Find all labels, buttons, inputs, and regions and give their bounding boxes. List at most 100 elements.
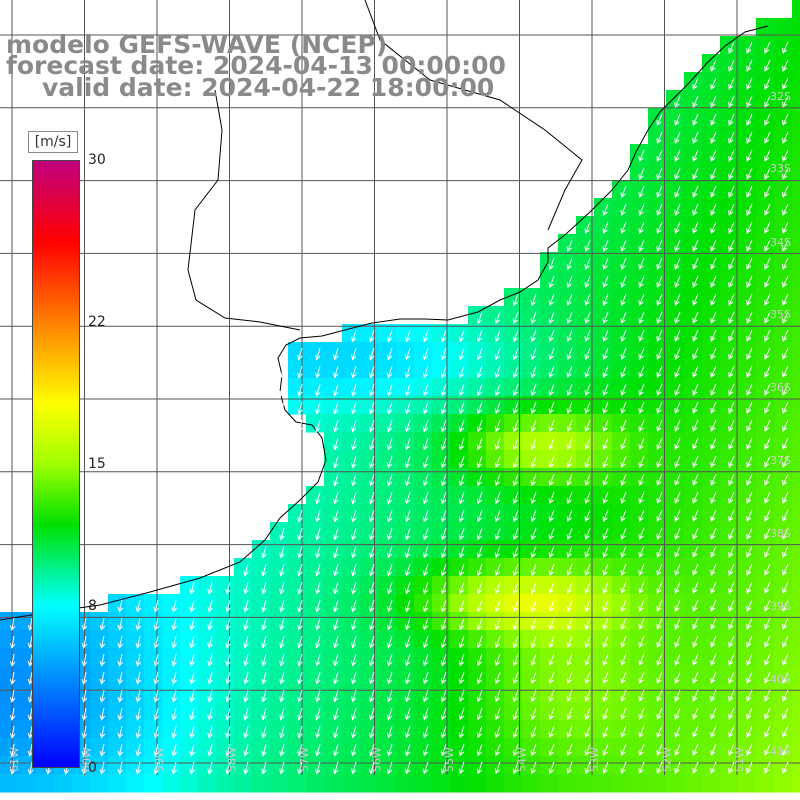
wind-arrow — [494, 761, 501, 775]
wind-arrow — [494, 401, 501, 415]
wind-speed-cell — [702, 576, 721, 595]
wind-arrow — [458, 761, 465, 775]
longitude-label: 53W — [588, 747, 601, 772]
wind-arrow — [602, 275, 609, 289]
wind-speed-cell — [576, 558, 595, 577]
wind-speed-cell — [594, 414, 613, 433]
wind-speed-cell — [288, 648, 307, 667]
latitude-label: 40S — [770, 673, 791, 686]
wind-speed-cell — [90, 720, 109, 739]
wind-speed-cell — [774, 18, 793, 37]
wind-speed-cell — [558, 630, 577, 649]
wind-arrow — [764, 41, 771, 54]
wind-arrow — [315, 527, 321, 541]
wind-arrow — [476, 707, 483, 721]
wind-arrow — [81, 689, 88, 703]
wind-speed-cell — [558, 738, 577, 757]
wind-speed-cell — [666, 450, 685, 469]
wind-arrow — [422, 617, 429, 631]
wind-speed-cell — [630, 468, 649, 487]
wind-speed-cell — [756, 198, 775, 217]
wind-arrow — [638, 689, 645, 703]
colorbar-tick-label: 30 — [88, 152, 106, 168]
wind-arrow — [243, 653, 249, 667]
wind-arrow — [620, 581, 627, 595]
wind-speed-cell — [666, 594, 685, 613]
wind-speed-cell — [648, 522, 667, 541]
wind-arrow — [566, 347, 573, 361]
wind-arrow — [584, 383, 591, 397]
wind-speed-cell — [576, 630, 595, 649]
wind-speed-cell — [756, 234, 775, 253]
wind-arrow — [530, 689, 537, 703]
wind-arrow — [674, 347, 681, 361]
wind-speed-cell — [306, 684, 325, 703]
wind-arrow — [279, 383, 285, 397]
wind-arrow — [674, 473, 681, 487]
wind-arrow — [728, 743, 735, 756]
wind-speed-cell — [378, 486, 397, 505]
wind-speed-cell — [504, 342, 523, 361]
wind-speed-cell — [738, 558, 757, 577]
wind-arrow — [710, 527, 717, 540]
wind-arrow — [351, 761, 357, 775]
wind-arrow — [369, 383, 375, 397]
wind-speed-cell — [576, 522, 595, 541]
wind-speed-cell — [486, 684, 505, 703]
wind-speed-cell — [486, 342, 505, 361]
wind-speed-cell — [540, 756, 559, 775]
wind-arrow — [674, 401, 681, 415]
longitude-label: 54W — [516, 747, 529, 772]
wind-arrow — [638, 527, 645, 541]
wind-speed-cell — [108, 612, 127, 631]
wind-arrow — [458, 401, 465, 415]
wind-speed-cell — [90, 630, 109, 649]
wind-speed-cell — [306, 648, 325, 667]
wind-speed-cell — [666, 198, 685, 217]
wind-arrow — [279, 617, 285, 631]
wind-speed-cell — [774, 198, 793, 217]
wind-speed-cell — [324, 702, 343, 721]
wind-speed-cell — [270, 702, 289, 721]
wind-arrow — [369, 671, 375, 685]
wind-speed-cell — [648, 144, 667, 163]
wind-arrow — [764, 599, 771, 612]
wind-speed-cell — [702, 180, 721, 199]
latitude-label: 41S — [770, 745, 791, 758]
wind-speed-cell — [630, 252, 649, 271]
wind-arrow — [764, 311, 771, 324]
wind-speed-cell — [594, 360, 613, 379]
wind-speed-cell — [126, 774, 145, 793]
wind-arrow — [512, 473, 519, 487]
wind-speed-cell — [432, 738, 451, 757]
wind-arrow — [602, 257, 609, 271]
wind-arrow — [243, 563, 249, 577]
wind-speed-cell — [450, 324, 469, 343]
wind-arrow — [602, 509, 609, 523]
wind-speed-cell — [270, 630, 289, 649]
wind-speed-cell — [288, 630, 307, 649]
wind-arrow — [782, 275, 789, 288]
wind-speed-cell — [342, 342, 361, 361]
wind-arrow — [548, 689, 555, 703]
wind-speed-cell — [504, 504, 523, 523]
wind-arrow — [315, 545, 321, 559]
wind-arrow — [602, 761, 609, 775]
wind-arrow — [243, 671, 249, 685]
wind-arrow — [602, 707, 609, 721]
wind-arrow — [494, 653, 501, 667]
wind-speed-cell — [684, 180, 703, 199]
wind-arrow — [620, 491, 627, 505]
wind-speed-cell — [738, 360, 757, 379]
wind-speed-cell — [774, 522, 793, 541]
wind-arrow — [440, 761, 447, 775]
wind-arrow — [386, 419, 393, 433]
wind-speed-cell — [630, 612, 649, 631]
wind-speed-cell — [414, 324, 433, 343]
wind-arrow — [99, 653, 106, 667]
wind-arrow — [422, 401, 429, 415]
wind-speed-cell — [126, 720, 145, 739]
wind-arrow — [153, 671, 159, 685]
wind-speed-cell — [756, 396, 775, 415]
wind-speed-cell — [18, 720, 37, 739]
